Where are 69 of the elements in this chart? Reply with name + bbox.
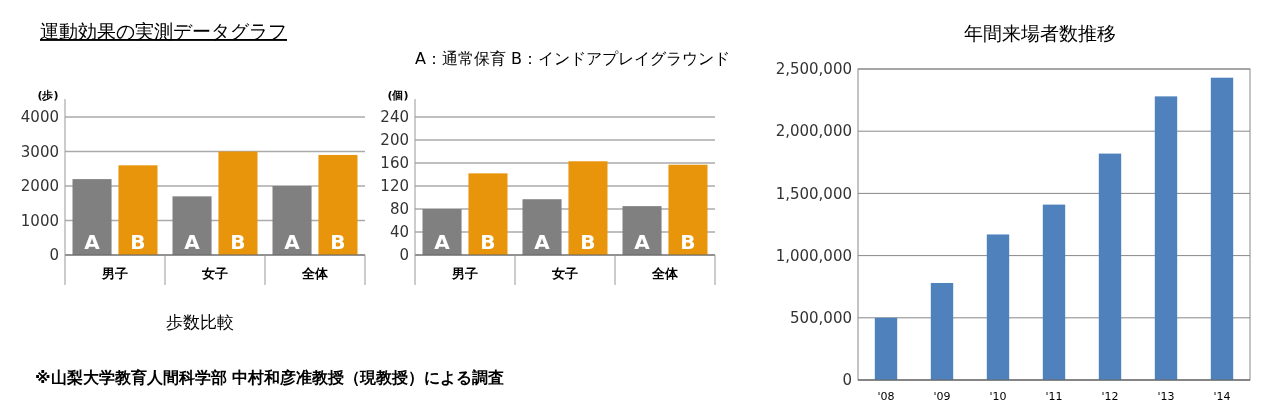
chart-title: 運動効果の実測データグラフ [40,20,287,42]
bar [1042,204,1066,380]
y-tick-label: 2000 [20,177,59,196]
y-tick-label: 40 [389,223,409,242]
y-tick-label: 240 [380,108,409,127]
y-tick-label: 160 [380,154,409,173]
bar [272,186,312,255]
bar [568,161,608,255]
y-tick-label: 0 [842,371,852,390]
x-tick-label: '10 [989,390,1007,403]
text: A [634,230,650,254]
bar [874,317,898,380]
series-label: B [130,230,146,254]
y-axis-title: (個) [387,89,409,102]
y-tick-label: 1,000,000 [775,246,852,265]
bar [930,282,954,380]
x-tick-label: '14 [1213,390,1231,403]
text: B [580,230,596,254]
bar [422,209,462,255]
y-tick-label: 500,000 [789,309,852,328]
y-tick-label: 0 [49,246,59,265]
bar [318,154,358,255]
bar [72,179,112,255]
chart-subtitle: A：通常保育 B：インドアプレイグラウンド [414,49,730,68]
bar [1210,77,1234,380]
text: B [680,230,696,254]
y-tick-label: 1,500,000 [775,184,852,203]
y-axis-title: (歩) [37,89,59,102]
series-label: A [434,230,451,254]
bar [1098,153,1122,380]
bar [986,234,1010,380]
y-tick-label: 4000 [20,108,59,127]
bar [468,173,508,255]
series-label: B [480,230,496,254]
x-tick-label: '11 [1045,390,1063,403]
chart-title: 年間来場者数推移 [964,22,1116,44]
x-tick-label: 男子 [451,266,478,281]
x-tick-label: '08 [877,390,895,403]
y-tick-label: 0 [399,246,409,265]
x-tick-label: '09 [933,390,951,403]
bar [668,164,708,255]
bar [1154,96,1178,380]
y-tick-label: 200 [380,131,409,150]
bar [218,151,258,255]
text: A [534,230,550,254]
text: B [230,230,246,254]
bar [172,196,212,255]
x-tick-label: '12 [1101,390,1119,403]
x-tick-label: 全体 [651,266,679,281]
bar [622,206,662,255]
x-tick-label: 男子 [101,266,128,281]
y-tick-label: 2,000,000 [775,122,852,141]
text: ※山梨大学教育人間科学部 中村和彦准教授（現教授）による調査 [35,368,505,387]
y-tick-label: 120 [380,177,409,196]
y-tick-label: 3000 [20,142,59,161]
y-tick-label: 80 [389,200,409,219]
series-label: A [84,230,101,254]
x-tick-label: 女子 [551,266,578,281]
y-tick-label: 2,500,000 [775,60,852,79]
x-tick-label: 女子 [201,266,228,281]
bar [522,199,562,255]
x-tick-label: '13 [1157,390,1175,403]
text: A [184,230,200,254]
text: B [330,230,346,254]
text: A [284,230,300,254]
bar [118,165,158,255]
x-tick-label: 全体 [301,266,329,281]
text: 歩数比較 [166,312,234,332]
y-tick-label: 1000 [20,211,59,230]
